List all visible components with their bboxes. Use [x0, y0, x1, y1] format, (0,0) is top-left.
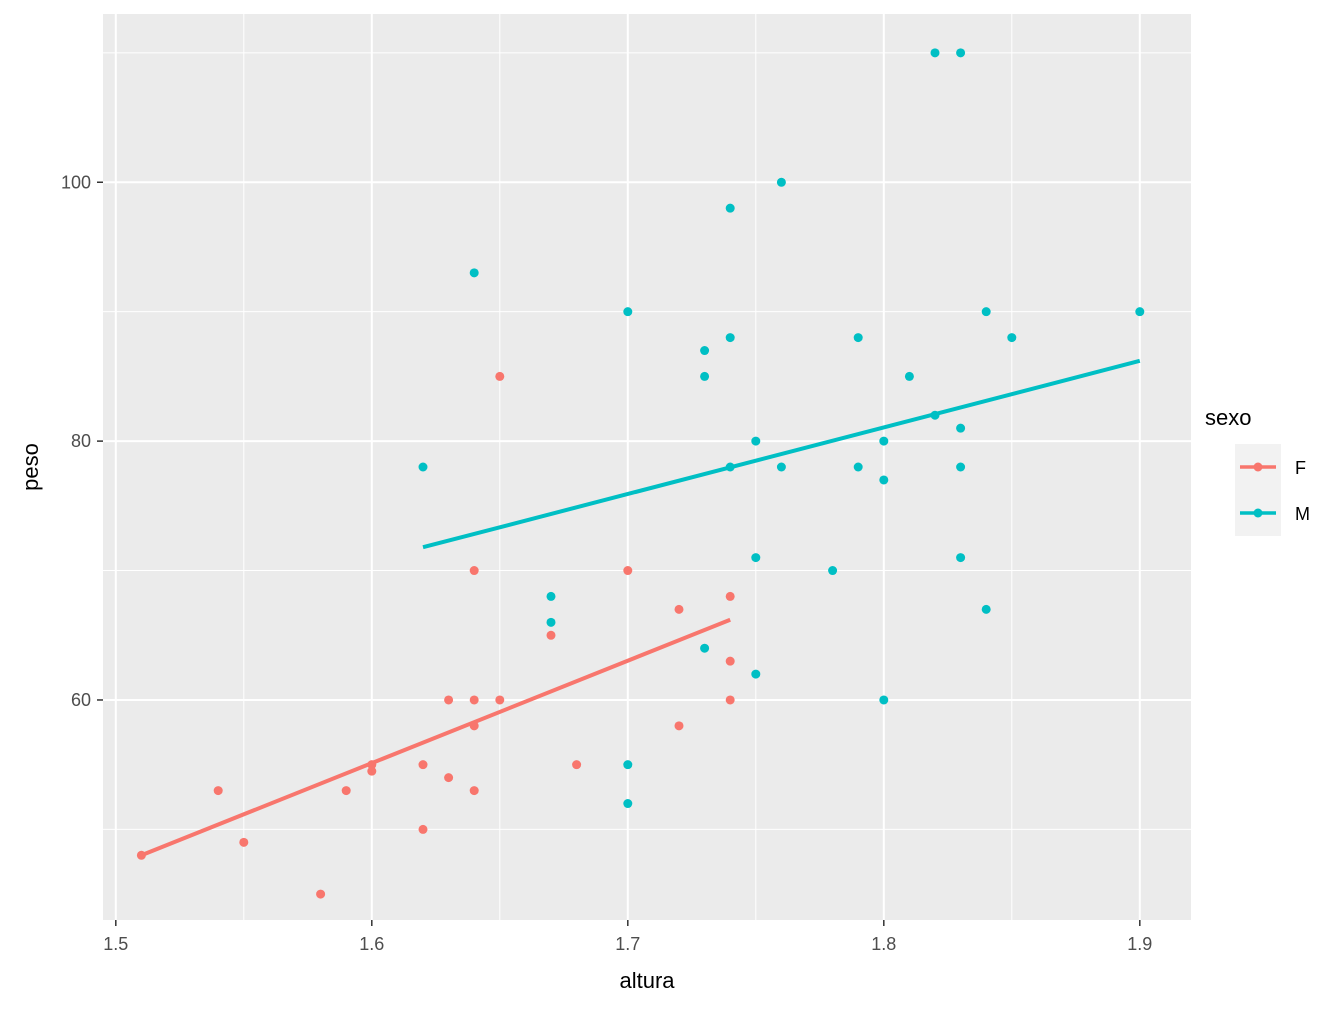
- fit-line-m: [422, 358, 1141, 550]
- point-m: [956, 462, 966, 472]
- point-m: [956, 48, 966, 58]
- point-f: [213, 786, 223, 796]
- point-f: [367, 766, 377, 776]
- point-m: [751, 553, 761, 563]
- x-tick-label: 1.5: [103, 934, 128, 954]
- legend-label-f: F: [1295, 458, 1306, 478]
- point-m: [751, 669, 761, 679]
- point-f: [469, 786, 479, 796]
- point-f: [418, 824, 428, 834]
- point-m: [751, 436, 761, 446]
- point-f: [495, 371, 505, 381]
- x-tick-label: 1.7: [615, 934, 640, 954]
- point-m: [981, 307, 991, 317]
- y-tick-label: 80: [71, 431, 91, 451]
- point-f: [136, 850, 146, 860]
- point-m: [879, 436, 889, 446]
- point-f: [469, 566, 479, 576]
- point-m: [1007, 333, 1017, 343]
- point-m: [700, 346, 710, 356]
- point-m: [725, 203, 735, 213]
- x-tick-label: 1.9: [1127, 934, 1152, 954]
- legend: sexo F M: [1205, 405, 1310, 536]
- point-m: [418, 462, 428, 472]
- point-f: [725, 695, 735, 705]
- legend-label-m: M: [1295, 504, 1310, 524]
- point-f: [418, 760, 428, 770]
- point-f: [367, 760, 377, 770]
- point-m: [879, 695, 889, 705]
- point-m: [469, 268, 479, 278]
- point-m: [623, 799, 633, 809]
- point-f: [341, 786, 351, 796]
- regression-lines: [140, 358, 1141, 858]
- point-f: [572, 760, 582, 770]
- point-f: [674, 721, 684, 731]
- point-f: [444, 773, 454, 783]
- y-tick-label: 60: [71, 690, 91, 710]
- point-m: [776, 177, 786, 187]
- point-m: [1135, 307, 1145, 317]
- y-tick-label: 100: [61, 172, 91, 192]
- x-axis-title: altura: [619, 968, 675, 993]
- data-points: [136, 48, 1145, 899]
- fit-line-f: [140, 617, 731, 858]
- point-m: [904, 371, 914, 381]
- point-f: [239, 837, 249, 847]
- minor-gridlines: [103, 14, 1191, 920]
- point-m: [853, 333, 863, 343]
- point-m: [623, 760, 633, 770]
- point-f: [444, 695, 454, 705]
- point-f: [725, 656, 735, 666]
- point-f: [725, 591, 735, 601]
- legend-title: sexo: [1205, 405, 1251, 430]
- legend-key-point-m: [1253, 508, 1263, 518]
- point-m: [853, 462, 863, 472]
- point-m: [879, 475, 889, 485]
- point-f: [623, 566, 633, 576]
- y-axis-title: peso: [18, 443, 43, 491]
- point-m: [828, 566, 838, 576]
- x-tick-label: 1.6: [359, 934, 384, 954]
- point-m: [776, 462, 786, 472]
- point-m: [930, 48, 940, 58]
- point-m: [930, 410, 940, 420]
- legend-key-point-f: [1253, 462, 1263, 472]
- point-m: [700, 371, 710, 381]
- point-m: [956, 553, 966, 563]
- point-m: [546, 617, 556, 627]
- point-f: [469, 695, 479, 705]
- point-m: [725, 462, 735, 472]
- point-m: [725, 333, 735, 343]
- point-f: [495, 695, 505, 705]
- point-m: [546, 591, 556, 601]
- point-m: [623, 307, 633, 317]
- point-f: [674, 604, 684, 614]
- point-f: [469, 721, 479, 731]
- y-axis: 60 80 100: [61, 172, 103, 710]
- point-m: [700, 643, 710, 653]
- plot-panel: [103, 14, 1191, 920]
- x-tick-label: 1.8: [871, 934, 896, 954]
- point-m: [981, 604, 991, 614]
- point-f: [316, 889, 326, 899]
- point-f: [546, 630, 556, 640]
- point-m: [956, 423, 966, 433]
- x-axis: 1.5 1.6 1.7 1.8 1.9: [103, 920, 1152, 954]
